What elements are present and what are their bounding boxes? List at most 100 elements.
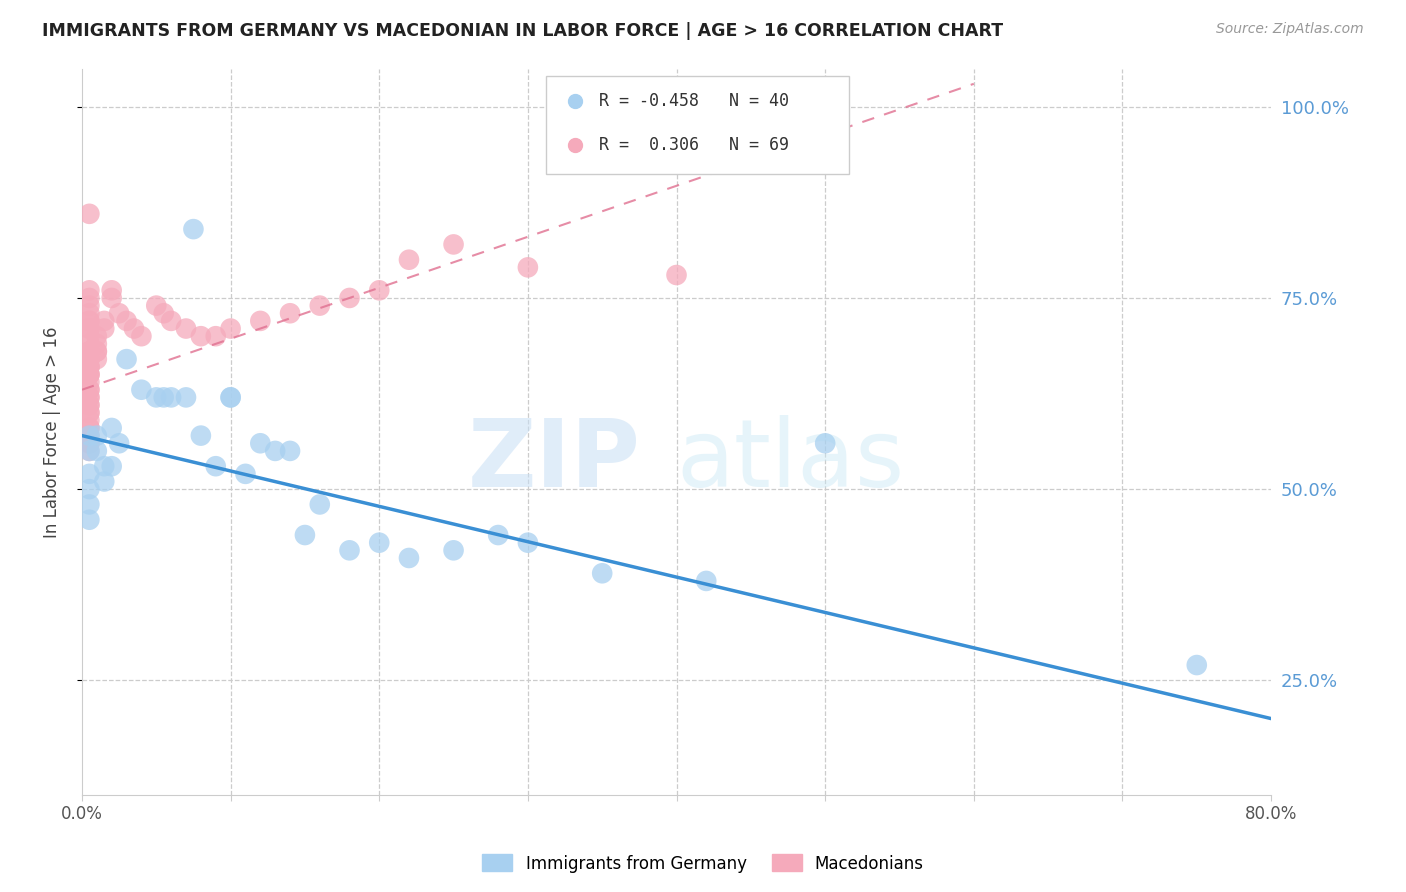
Point xyxy=(398,252,420,267)
Point xyxy=(308,299,330,313)
Point xyxy=(79,344,101,359)
Point xyxy=(249,436,271,450)
Point xyxy=(79,413,101,427)
Point xyxy=(79,344,101,359)
Point xyxy=(219,390,242,404)
Point xyxy=(79,368,101,382)
Point xyxy=(79,291,101,305)
Point xyxy=(93,321,115,335)
Point xyxy=(79,390,101,404)
Point xyxy=(183,222,205,236)
Point xyxy=(131,383,153,397)
Point xyxy=(249,314,271,328)
Point xyxy=(368,535,391,549)
Point xyxy=(79,513,101,527)
Point xyxy=(516,260,538,275)
Point xyxy=(79,321,101,335)
Point xyxy=(79,498,101,512)
Point xyxy=(443,543,465,558)
Point xyxy=(79,398,101,412)
Point xyxy=(79,467,101,481)
Point xyxy=(79,321,101,335)
Point xyxy=(79,359,101,374)
Text: IMMIGRANTS FROM GERMANY VS MACEDONIAN IN LABOR FORCE | AGE > 16 CORRELATION CHAR: IMMIGRANTS FROM GERMANY VS MACEDONIAN IN… xyxy=(42,22,1004,40)
Point xyxy=(79,383,101,397)
Point xyxy=(443,237,465,252)
Point xyxy=(79,436,101,450)
Point xyxy=(79,352,101,367)
Point xyxy=(294,528,316,542)
Point xyxy=(93,459,115,474)
Point xyxy=(145,390,167,404)
Point xyxy=(93,475,115,489)
Point xyxy=(79,329,101,343)
Point xyxy=(100,291,122,305)
Point xyxy=(79,207,101,221)
Point xyxy=(278,444,301,458)
Point xyxy=(79,406,101,420)
Point xyxy=(665,268,688,282)
Point xyxy=(79,406,101,420)
Legend: Immigrants from Germany, Macedonians: Immigrants from Germany, Macedonians xyxy=(475,847,931,880)
Point xyxy=(79,359,101,374)
Point xyxy=(79,344,101,359)
Point xyxy=(79,428,101,442)
Point xyxy=(695,574,717,588)
Point xyxy=(152,390,174,404)
Point xyxy=(100,421,122,435)
Point xyxy=(174,321,197,335)
Point xyxy=(79,375,101,389)
Point xyxy=(160,314,183,328)
Text: ZIP: ZIP xyxy=(468,415,641,507)
Point xyxy=(79,344,101,359)
Point xyxy=(100,283,122,297)
Point xyxy=(79,314,101,328)
Point xyxy=(152,306,174,320)
Y-axis label: In Labor Force | Age > 16: In Labor Force | Age > 16 xyxy=(44,326,60,538)
Point xyxy=(79,383,101,397)
Point xyxy=(339,291,361,305)
Point xyxy=(79,368,101,382)
Point xyxy=(516,535,538,549)
Text: Source: ZipAtlas.com: Source: ZipAtlas.com xyxy=(1216,22,1364,37)
Point xyxy=(308,498,330,512)
Point xyxy=(79,444,101,458)
Point xyxy=(79,352,101,367)
Point xyxy=(219,390,242,404)
Point xyxy=(79,283,101,297)
Point xyxy=(688,134,710,148)
Point xyxy=(264,444,287,458)
Point xyxy=(688,180,710,194)
Point xyxy=(235,467,257,481)
Point xyxy=(398,551,420,566)
Point xyxy=(160,390,183,404)
Point xyxy=(79,436,101,450)
Point xyxy=(79,482,101,496)
Point xyxy=(591,566,613,581)
Point xyxy=(79,428,101,442)
Point xyxy=(86,329,108,343)
Point xyxy=(86,336,108,351)
Point xyxy=(79,421,101,435)
Point xyxy=(79,398,101,412)
Text: R =  0.306   N = 69: R = 0.306 N = 69 xyxy=(599,136,789,153)
Point xyxy=(145,299,167,313)
Point xyxy=(115,352,138,367)
Point xyxy=(115,314,138,328)
Point xyxy=(219,321,242,335)
Point xyxy=(814,436,837,450)
Point xyxy=(368,283,391,297)
Point xyxy=(86,344,108,359)
Point xyxy=(204,459,226,474)
Point xyxy=(190,329,212,343)
Point xyxy=(86,352,108,367)
Point xyxy=(108,436,131,450)
Point xyxy=(79,444,101,458)
Point xyxy=(122,321,145,335)
Point xyxy=(93,314,115,328)
Point xyxy=(131,329,153,343)
Point xyxy=(86,344,108,359)
Point xyxy=(339,543,361,558)
Text: R = -0.458   N = 40: R = -0.458 N = 40 xyxy=(599,92,789,111)
Point xyxy=(174,390,197,404)
